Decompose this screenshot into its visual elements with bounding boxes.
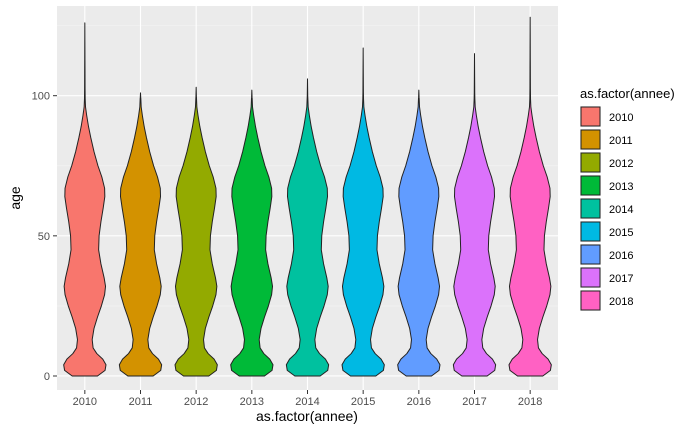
legend-label: 2017	[609, 273, 633, 285]
x-tick-label: 2015	[351, 396, 375, 408]
legend-title: as.factor(annee)	[580, 86, 675, 101]
legend-swatch-2010	[580, 106, 601, 127]
legend-label: 2013	[609, 181, 633, 193]
violin-2014	[285, 78, 330, 377]
x-tick-label: 2018	[518, 396, 542, 408]
y-tick-label: 100	[32, 91, 50, 103]
legend-swatch-2014	[580, 198, 601, 219]
legend-label: 2011	[609, 135, 633, 147]
x-axis: 2010 2011 2012 2013 2014 2015 2016 2017 2018	[73, 390, 542, 408]
legend-swatch-2015	[580, 221, 601, 242]
y-axis-title: age	[7, 186, 23, 210]
legend-swatch-2018	[580, 290, 601, 311]
y-axis: 0 50 100	[32, 91, 57, 383]
legend-label: 2014	[609, 204, 633, 216]
legend-swatch-2013	[580, 175, 601, 196]
y-tick-label: 0	[44, 371, 50, 383]
violin-2012	[174, 86, 218, 377]
legend: as.factor(annee) 2010 2011 2012 2013 2014 201…	[580, 86, 675, 311]
violin-2011	[118, 92, 163, 377]
x-tick-label: 2011	[129, 396, 153, 408]
x-axis-title: as.factor(annee)	[256, 408, 358, 424]
violin-2010	[63, 22, 107, 377]
legend-label: 2018	[609, 296, 633, 308]
legend-swatch-2017	[580, 267, 601, 288]
x-tick-label: 2013	[240, 396, 264, 408]
legend-swatch-2011	[580, 129, 601, 150]
violin-2013	[230, 89, 274, 377]
violins	[63, 16, 552, 377]
y-tick-label: 50	[38, 231, 50, 243]
legend-label: 2012	[609, 158, 633, 170]
x-tick-label: 2010	[73, 396, 97, 408]
violin-2015	[341, 47, 385, 377]
legend-swatch-2016	[580, 244, 601, 265]
x-tick-label: 2016	[407, 396, 431, 408]
violin-2016	[397, 89, 441, 377]
legend-label: 2015	[609, 227, 633, 239]
violin-2017	[452, 53, 497, 377]
x-tick-label: 2012	[184, 396, 208, 408]
legend-label: 2010	[609, 112, 633, 124]
x-tick-label: 2017	[462, 396, 486, 408]
x-tick-label: 2014	[295, 396, 319, 408]
legend-swatch-2012	[580, 152, 601, 173]
legend-label: 2016	[609, 250, 633, 262]
violin-2018	[508, 16, 552, 377]
